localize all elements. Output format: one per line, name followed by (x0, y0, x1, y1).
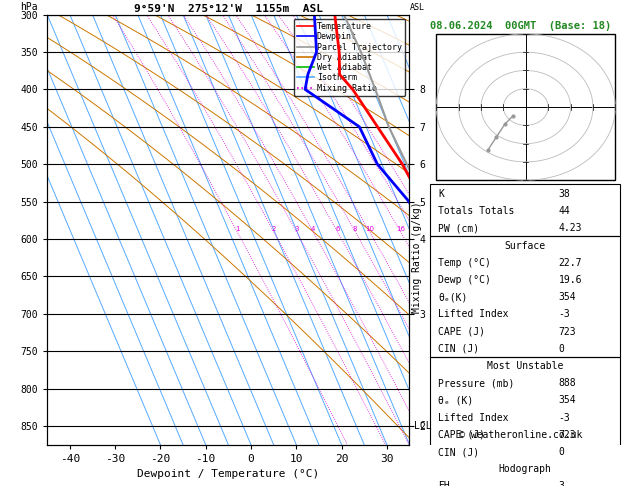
Text: Temp (°C): Temp (°C) (438, 258, 491, 268)
Text: 2: 2 (272, 226, 276, 231)
Text: 6: 6 (335, 226, 340, 231)
Text: -3: -3 (559, 310, 571, 319)
Text: © weatheronline.co.uk: © weatheronline.co.uk (459, 431, 582, 440)
Text: hPa: hPa (20, 2, 38, 13)
Text: 888: 888 (559, 378, 576, 388)
Text: CAPE (J): CAPE (J) (438, 430, 486, 440)
Text: EH: EH (438, 482, 450, 486)
Text: θₑ (K): θₑ (K) (438, 396, 474, 405)
Text: Most Unstable: Most Unstable (487, 361, 563, 371)
Text: 8: 8 (353, 226, 357, 231)
Text: Totals Totals: Totals Totals (438, 206, 515, 216)
Bar (430, 357, 620, 460)
Bar (430, 460, 620, 486)
Text: CIN (J): CIN (J) (438, 447, 479, 457)
Text: Mixing Ratio (g/kg): Mixing Ratio (g/kg) (412, 202, 422, 313)
Text: 19.6: 19.6 (559, 275, 582, 285)
Text: 22.7: 22.7 (559, 258, 582, 268)
Text: km
ASL: km ASL (409, 0, 425, 13)
Text: 10: 10 (365, 226, 374, 231)
Text: K: K (438, 189, 444, 199)
Text: 723: 723 (559, 430, 576, 440)
Text: Hodograph: Hodograph (498, 464, 551, 474)
Text: 08.06.2024  00GMT  (Base: 18): 08.06.2024 00GMT (Base: 18) (430, 21, 611, 31)
Bar (430, 185, 620, 236)
Bar (430, 236, 620, 357)
Text: 3: 3 (559, 482, 564, 486)
Text: 44: 44 (559, 206, 571, 216)
Text: Pressure (mb): Pressure (mb) (438, 378, 515, 388)
Text: LCL: LCL (414, 421, 431, 431)
Text: θₑ(K): θₑ(K) (438, 292, 468, 302)
Text: -3: -3 (559, 413, 571, 423)
Legend: Temperature, Dewpoint, Parcel Trajectory, Dry Adiabat, Wet Adiabat, Isotherm, Mi: Temperature, Dewpoint, Parcel Trajectory… (294, 19, 405, 96)
Text: CIN (J): CIN (J) (438, 344, 479, 354)
Bar (437, 34, 615, 180)
Text: 38: 38 (559, 189, 571, 199)
Text: 16: 16 (396, 226, 405, 231)
Text: 0: 0 (559, 344, 564, 354)
Text: PW (cm): PW (cm) (438, 224, 479, 233)
Text: 1: 1 (235, 226, 239, 231)
Text: 4.23: 4.23 (559, 224, 582, 233)
Text: 0: 0 (559, 447, 564, 457)
Text: Surface: Surface (504, 241, 545, 251)
Text: 3: 3 (294, 226, 299, 231)
Text: 354: 354 (559, 292, 576, 302)
Text: 723: 723 (559, 327, 576, 337)
Text: kt: kt (443, 36, 454, 46)
Text: Lifted Index: Lifted Index (438, 310, 509, 319)
Title: 9°59'N  275°12'W  1155m  ASL: 9°59'N 275°12'W 1155m ASL (134, 4, 323, 14)
Text: Dewp (°C): Dewp (°C) (438, 275, 491, 285)
Text: CAPE (J): CAPE (J) (438, 327, 486, 337)
Text: 354: 354 (559, 396, 576, 405)
Text: 4: 4 (311, 226, 315, 231)
Text: Lifted Index: Lifted Index (438, 413, 509, 423)
X-axis label: Dewpoint / Temperature (°C): Dewpoint / Temperature (°C) (137, 469, 320, 479)
